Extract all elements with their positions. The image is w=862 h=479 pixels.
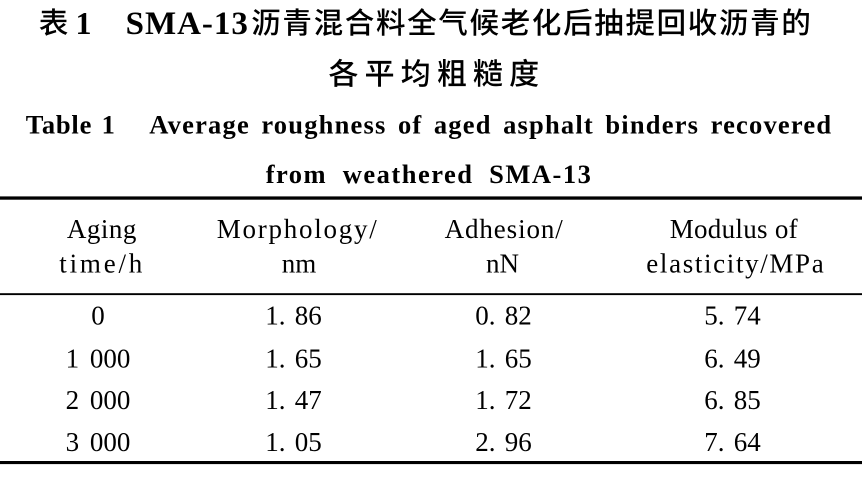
svg-text:elasticity/MPa: elasticity/MPa	[646, 249, 825, 279]
svg-text:1. 65: 1. 65	[265, 343, 322, 373]
svg-text:nm: nm	[282, 249, 317, 279]
svg-text:1: 1	[76, 5, 92, 41]
svg-text:Table: Table	[26, 109, 92, 139]
svg-text:Adhesion/: Adhesion/	[445, 214, 564, 244]
svg-text:3 000: 3 000	[66, 427, 131, 457]
svg-text:1. 86: 1. 86	[265, 301, 322, 331]
svg-text:time/h: time/h	[59, 249, 145, 279]
svg-text:1. 72: 1. 72	[475, 385, 532, 415]
svg-text:Modulus of: Modulus of	[670, 214, 798, 244]
svg-text:1 000: 1 000	[66, 343, 131, 373]
svg-text:1. 47: 1. 47	[265, 385, 322, 415]
svg-text:2. 96: 2. 96	[475, 427, 532, 457]
svg-text:SMA-13: SMA-13	[126, 6, 249, 42]
svg-text:Aging: Aging	[67, 214, 137, 244]
svg-text:6. 49: 6. 49	[704, 343, 761, 373]
svg-text:1. 65: 1. 65	[475, 343, 532, 373]
svg-text:1: 1	[102, 109, 115, 139]
svg-text:0: 0	[91, 301, 105, 331]
svg-text:nN: nN	[486, 249, 519, 279]
svg-text:Average roughness of aged asph: Average roughness of aged asphalt binder…	[149, 109, 832, 139]
svg-text:5. 74: 5. 74	[704, 301, 761, 331]
svg-text:from weathered SMA-13: from weathered SMA-13	[266, 159, 593, 189]
svg-text:Morphology/: Morphology/	[217, 214, 379, 244]
svg-text:6. 85: 6. 85	[704, 385, 761, 415]
svg-text:1. 05: 1. 05	[265, 427, 322, 457]
svg-text:0. 82: 0. 82	[475, 301, 532, 331]
svg-text:7. 64: 7. 64	[704, 427, 761, 457]
svg-text:2 000: 2 000	[66, 385, 131, 415]
